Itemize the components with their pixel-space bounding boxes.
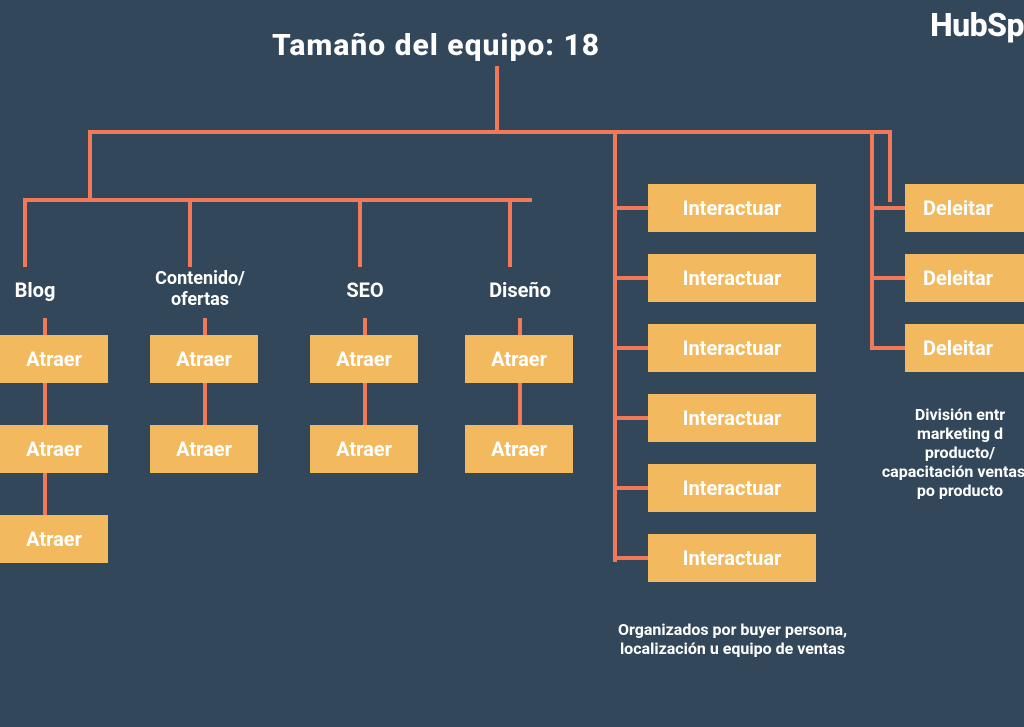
org-node: Atraer [310, 335, 418, 383]
org-node: Interactuar [648, 184, 816, 232]
chart-title: Tamaño del equipo: 18 [272, 28, 600, 63]
org-node: Atraer [465, 335, 573, 383]
hubspot-logo: HubSp [930, 6, 1024, 44]
org-node: Atraer [310, 425, 418, 473]
org-node: Interactuar [648, 254, 816, 302]
org-chart-stage: Tamaño del equipo: 18 HubSp Blog Contenid… [0, 0, 1024, 727]
org-node: Atraer [0, 335, 108, 383]
org-node: Interactuar [648, 324, 816, 372]
org-node: Interactuar [648, 394, 816, 442]
org-node: Deleitar [905, 324, 1024, 372]
caption-text: División entr marketing d producto/ capa… [880, 405, 1024, 500]
org-node: Interactuar [648, 464, 816, 512]
org-node: Atraer [0, 425, 108, 473]
org-node: Interactuar [648, 534, 816, 582]
caption-text: Organizados por buyer persona, localizac… [610, 620, 855, 658]
category-label: Blog [0, 278, 70, 302]
category-label: Contenido/ ofertas [130, 268, 270, 310]
org-node: Atraer [150, 425, 258, 473]
category-label: SEO [325, 278, 405, 302]
category-label: Diseño [470, 278, 570, 302]
org-node: Deleitar [905, 184, 1024, 232]
org-node: Deleitar [905, 254, 1024, 302]
org-node: Atraer [465, 425, 573, 473]
org-node: Atraer [0, 515, 108, 563]
org-node: Atraer [150, 335, 258, 383]
